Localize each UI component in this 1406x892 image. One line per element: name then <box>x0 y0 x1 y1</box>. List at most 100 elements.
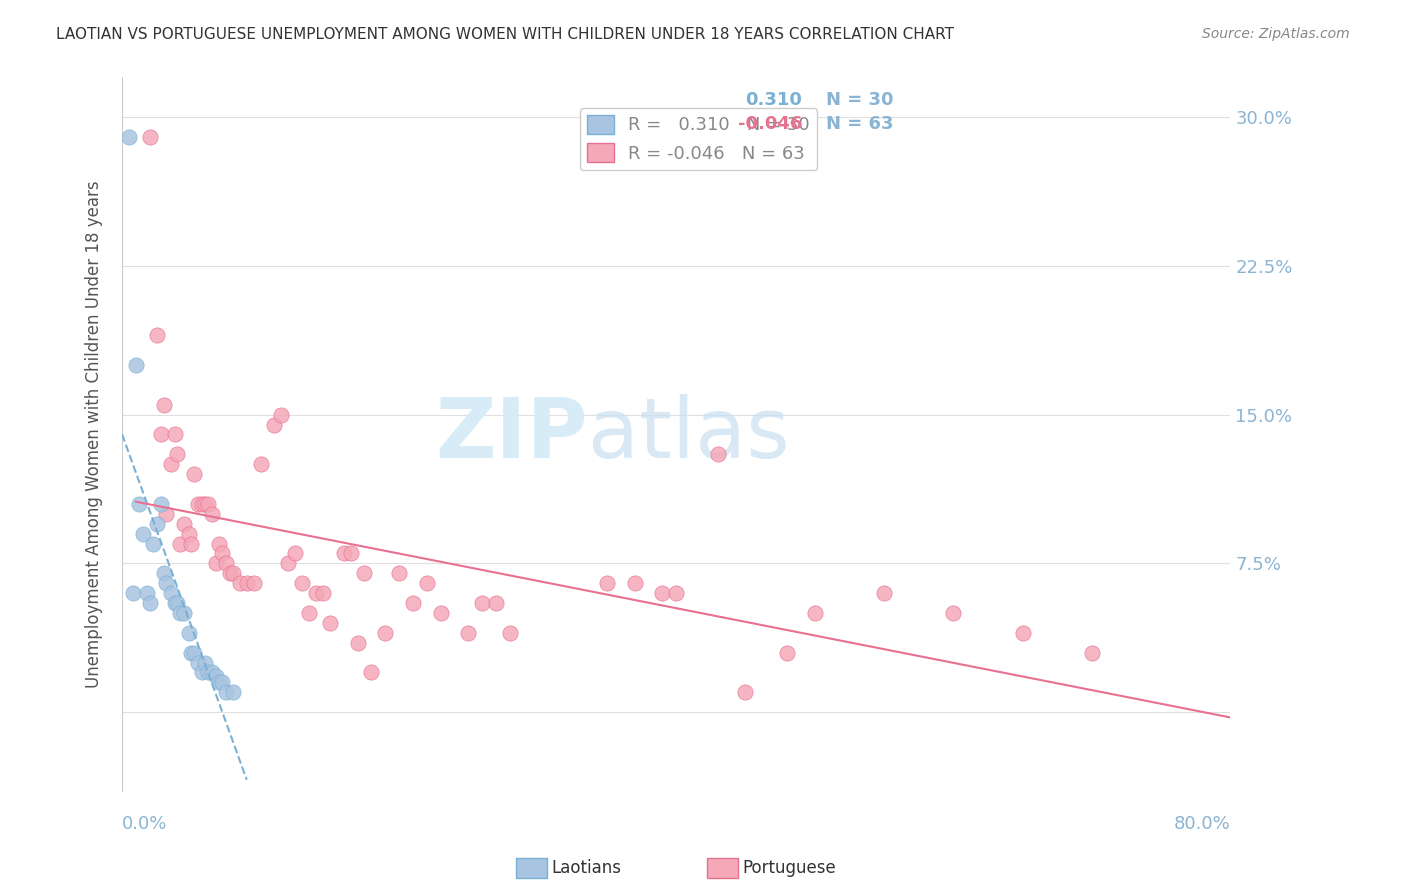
Point <box>353 566 375 581</box>
Point <box>416 576 439 591</box>
Text: Laotians: Laotians <box>551 859 621 877</box>
Point <box>125 358 148 372</box>
Point <box>457 625 479 640</box>
Text: N = 63: N = 63 <box>825 115 893 133</box>
Point <box>803 606 825 620</box>
Text: N = 30: N = 30 <box>825 91 893 109</box>
Point <box>229 576 252 591</box>
Point <box>183 646 205 660</box>
Point <box>183 467 205 482</box>
Point <box>222 566 245 581</box>
Point <box>222 685 245 699</box>
Text: 0.0%: 0.0% <box>122 815 167 833</box>
Point <box>485 596 508 610</box>
Point <box>139 130 162 145</box>
Point <box>623 576 645 591</box>
Point <box>219 566 242 581</box>
Point <box>169 536 191 550</box>
Text: 80.0%: 80.0% <box>1174 815 1230 833</box>
Point <box>1081 646 1104 660</box>
Point <box>270 408 292 422</box>
Text: 0.310: 0.310 <box>745 91 801 109</box>
Point <box>596 576 619 591</box>
Text: Portuguese: Portuguese <box>742 859 837 877</box>
Point <box>312 586 335 600</box>
Point <box>180 536 202 550</box>
Text: -0.046: -0.046 <box>738 115 803 133</box>
Point <box>173 606 195 620</box>
Point <box>277 557 299 571</box>
Text: ZIP: ZIP <box>434 394 588 475</box>
Text: atlas: atlas <box>588 394 789 475</box>
Point <box>187 497 209 511</box>
Point <box>235 576 257 591</box>
Point <box>388 566 411 581</box>
Point <box>201 665 224 680</box>
Point <box>180 646 202 660</box>
Point <box>360 665 382 680</box>
Point <box>166 447 188 461</box>
Point <box>145 328 167 343</box>
Point <box>163 596 186 610</box>
Point <box>194 656 217 670</box>
Point <box>208 536 231 550</box>
Point <box>149 427 172 442</box>
Point <box>191 665 214 680</box>
Point <box>242 576 264 591</box>
Point <box>201 507 224 521</box>
Point <box>118 130 141 145</box>
Point <box>471 596 494 610</box>
Y-axis label: Unemployment Among Women with Children Under 18 years: Unemployment Among Women with Children U… <box>86 181 103 689</box>
Point <box>145 516 167 531</box>
Point <box>734 685 756 699</box>
Point <box>152 566 174 581</box>
Point <box>339 546 361 560</box>
Point <box>128 497 150 511</box>
Point <box>706 447 728 461</box>
Point <box>298 606 321 620</box>
Point <box>374 625 396 640</box>
Point <box>149 497 172 511</box>
Point <box>1011 625 1033 640</box>
Point <box>665 586 688 600</box>
Point <box>169 606 191 620</box>
Point <box>429 606 451 620</box>
Point <box>191 497 214 511</box>
Point <box>141 536 163 550</box>
Point <box>197 497 219 511</box>
Point <box>402 596 425 610</box>
Point <box>873 586 896 600</box>
Point <box>776 646 799 660</box>
Point <box>136 586 159 600</box>
Point <box>291 576 314 591</box>
Point <box>346 636 368 650</box>
Point <box>152 398 174 412</box>
Point <box>194 497 217 511</box>
Text: Source: ZipAtlas.com: Source: ZipAtlas.com <box>1202 27 1350 41</box>
Point <box>139 596 162 610</box>
Point <box>305 586 328 600</box>
Point <box>177 526 200 541</box>
Point <box>211 675 233 690</box>
Point <box>163 427 186 442</box>
Point <box>651 586 673 600</box>
Point <box>155 576 177 591</box>
Point <box>159 457 181 471</box>
Point <box>942 606 965 620</box>
Point <box>208 675 231 690</box>
Point <box>177 625 200 640</box>
Text: LAOTIAN VS PORTUGUESE UNEMPLOYMENT AMONG WOMEN WITH CHILDREN UNDER 18 YEARS CORR: LAOTIAN VS PORTUGUESE UNEMPLOYMENT AMONG… <box>56 27 955 42</box>
Point <box>173 516 195 531</box>
Point <box>132 526 155 541</box>
Point <box>159 586 181 600</box>
Legend: R =   0.310   N = 30, R = -0.046   N = 63: R = 0.310 N = 30, R = -0.046 N = 63 <box>579 108 817 170</box>
Point <box>197 665 219 680</box>
Point <box>249 457 271 471</box>
Point <box>284 546 307 560</box>
Point <box>205 557 228 571</box>
Point <box>215 557 238 571</box>
Point <box>319 615 342 630</box>
Point <box>499 625 522 640</box>
Point <box>332 546 354 560</box>
Point <box>166 596 188 610</box>
